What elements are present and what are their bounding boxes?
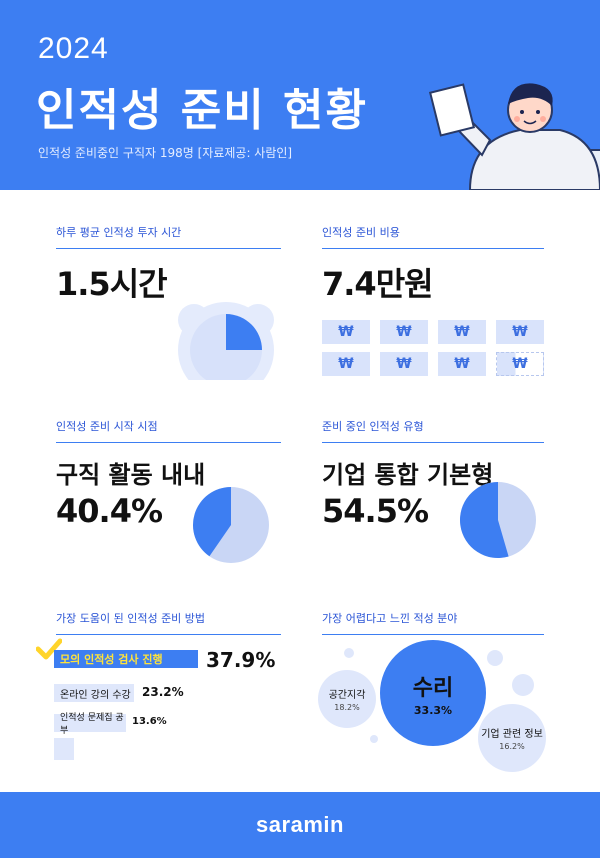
- prep-type-value: 54.5%: [322, 492, 429, 530]
- content-panel: 하루 평균 인적성 투자 시간 1.5시간 인적성 준비 비용 7.4만원 ₩ ₩…: [0, 190, 600, 792]
- clock-icon: [178, 302, 274, 380]
- method-bar-2: 온라인 강의 수강: [54, 684, 134, 702]
- bubble-spatial: 공간지각 18.2%: [318, 670, 376, 728]
- daily-time-title: 하루 평균 인적성 투자 시간: [56, 224, 281, 249]
- won-tile: ₩: [496, 352, 544, 376]
- method-label-1: 모의 인적성 검사 진행: [60, 653, 163, 666]
- method-value-2: 23.2%: [142, 685, 184, 699]
- won-tile: ₩: [380, 352, 428, 376]
- method-bar-3: 인적성 문제집 공부: [54, 713, 126, 736]
- start-point-pie: [193, 487, 269, 563]
- bubble-company-value: 16.2%: [499, 742, 525, 751]
- method-bar-1: 모의 인적성 검사 진행: [54, 650, 198, 668]
- cost-title: 인적성 준비 비용: [322, 224, 544, 249]
- person-illustration: [428, 83, 600, 190]
- method-bar-empty: [54, 738, 74, 760]
- footer-banner: saramin: [0, 792, 600, 858]
- won-tile: ₩: [322, 352, 370, 376]
- method-value-1: 37.9%: [206, 648, 276, 672]
- bubble-company-label: 기업 관련 정보: [481, 729, 543, 740]
- bubble-company-info: 기업 관련 정보 16.2%: [478, 704, 546, 772]
- cost-value: 7.4만원: [322, 265, 434, 303]
- hard-area-section: 가장 어렵다고 느낀 적성 분야: [322, 610, 544, 635]
- start-point-answer: 구직 활동 내내: [56, 461, 206, 489]
- method-value-3: 13.6%: [132, 716, 167, 727]
- subtitle: 인적성 준비중인 구직자 198명 [자료제공: 사람인]: [38, 146, 293, 160]
- deco-dot: [344, 648, 354, 658]
- method-label-2: 온라인 강의 수강: [60, 689, 131, 701]
- bubble-math-value: 33.3%: [413, 703, 453, 717]
- prep-type-section: 준비 중인 인적성 유형 기업 통합 기본형 54.5%: [322, 418, 544, 530]
- bubble-math-label: 수리: [412, 675, 454, 701]
- prep-type-pie: [459, 482, 536, 558]
- deco-dot: [512, 674, 534, 696]
- daily-time-section: 하루 평균 인적성 투자 시간 1.5시간: [56, 224, 281, 305]
- helpful-method-section: 가장 도움이 된 인적성 준비 방법: [56, 610, 281, 635]
- hard-area-title: 가장 어렵다고 느낀 적성 분야: [322, 610, 544, 635]
- method-label-3: 인적성 문제집 공부: [60, 713, 124, 736]
- deco-dot: [370, 735, 378, 743]
- prep-type-answer: 기업 통합 기본형: [322, 461, 494, 489]
- year-label: 2024: [38, 32, 109, 65]
- check-icon: [36, 638, 62, 660]
- prep-type-title: 준비 중인 인적성 유형: [322, 418, 544, 443]
- cost-section: 인적성 준비 비용 7.4만원: [322, 224, 544, 305]
- won-tile-grid: ₩ ₩ ₩ ₩ ₩ ₩ ₩ ₩: [322, 320, 544, 376]
- won-tile: ₩: [438, 352, 486, 376]
- bubble-spatial-value: 18.2%: [334, 703, 360, 712]
- won-tile: ₩: [496, 320, 544, 344]
- deco-dot: [487, 650, 503, 666]
- bubble-math: 수리 33.3%: [380, 640, 486, 746]
- start-point-value: 40.4%: [56, 492, 163, 530]
- helpful-method-title: 가장 도움이 된 인적성 준비 방법: [56, 610, 281, 635]
- won-tile: ₩: [438, 320, 486, 344]
- won-tile: ₩: [322, 320, 370, 344]
- daily-time-value: 1.5시간: [56, 265, 168, 303]
- header-banner: 2024 인적성 준비 현황 인적성 준비중인 구직자 198명 [자료제공: …: [0, 0, 600, 190]
- won-tile: ₩: [380, 320, 428, 344]
- brand-logo: saramin: [256, 812, 344, 837]
- start-point-section: 인적성 준비 시작 시점 구직 활동 내내 40.4%: [56, 418, 281, 530]
- start-point-title: 인적성 준비 시작 시점: [56, 418, 281, 443]
- bubble-spatial-label: 공간지각: [328, 690, 366, 701]
- page-title: 인적성 준비 현황: [36, 85, 368, 136]
